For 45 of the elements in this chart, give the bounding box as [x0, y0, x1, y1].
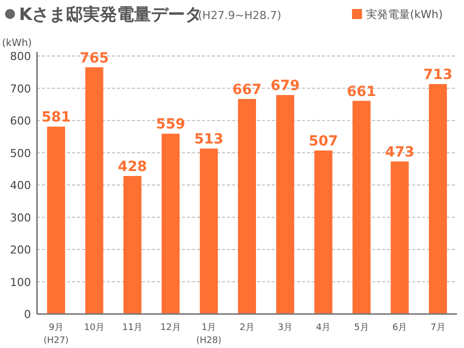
x-tick-label: 3月: [278, 323, 293, 333]
bar: [276, 95, 294, 314]
data-label: 581: [41, 110, 71, 126]
x-tick-label: 1月 (H28): [196, 323, 222, 346]
x-tick-label: 4月: [316, 323, 331, 333]
x-tick-label: 11月: [122, 323, 143, 333]
data-label: 679: [270, 78, 300, 94]
x-tick-label: 6月: [392, 323, 408, 333]
bar: [123, 176, 142, 314]
legend-label: 実発電量(kWh): [366, 8, 443, 21]
y-tick-label: 200: [10, 244, 31, 256]
bar: [200, 148, 218, 314]
bar: [238, 98, 256, 314]
data-label: 713: [423, 67, 453, 84]
y-tick-label: 400: [10, 179, 31, 192]
y-tick-label: 0: [24, 308, 31, 321]
data-label: 428: [118, 158, 148, 175]
data-label: 559: [156, 116, 186, 133]
x-tick-label: 12月: [160, 323, 181, 333]
bar: [85, 67, 104, 314]
y-tick-label: 300: [10, 211, 31, 224]
data-label: 765: [80, 50, 109, 66]
bar: [352, 100, 371, 314]
chart-subtitle: (H27.9~H28.7): [198, 9, 282, 22]
x-tick-label: 7月: [430, 323, 446, 333]
bar: [314, 150, 332, 314]
y-tick-label: 100: [10, 276, 31, 289]
bar: [47, 126, 66, 314]
y-tick-label: 700: [10, 82, 31, 96]
y-tick-label: 600: [10, 114, 31, 128]
x-tick-label: 10月: [84, 323, 104, 333]
y-tick-label: 800: [10, 50, 31, 63]
bar: [428, 84, 447, 314]
y-axis-title: (kWh): [2, 38, 32, 49]
bar: [162, 134, 180, 314]
data-label: 507: [308, 133, 338, 150]
data-label: 473: [385, 144, 414, 160]
x-tick-label: 2月: [240, 323, 254, 333]
x-tick-label: 9月 (H27): [43, 323, 69, 346]
y-tick-label: 500: [10, 146, 31, 160]
bar: [390, 161, 409, 314]
data-label: 513: [194, 132, 224, 148]
data-label: 667: [232, 82, 262, 98]
x-tick-label: 5月: [354, 323, 369, 333]
data-label: 661: [346, 84, 376, 100]
